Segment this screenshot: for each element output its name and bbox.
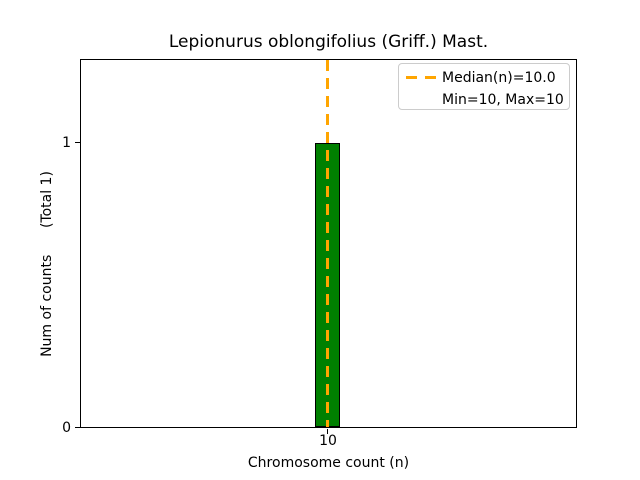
y-tick-label-1: 1	[62, 135, 71, 151]
x-tick-mark-10	[327, 429, 328, 434]
legend-median-label: Median(n)=10.0	[442, 69, 556, 86]
x-axis-label: Chromosome count (n)	[247, 455, 410, 471]
y-axis-label: Num of counts (Total 1)	[39, 171, 55, 357]
plot-area	[80, 59, 577, 428]
legend: Median(n)=10.0 Min=10, Max=10	[398, 63, 570, 110]
y-tick-mark-0	[75, 427, 80, 428]
median-dashed-line-swatch-icon	[406, 76, 436, 79]
chart-title: Lepionurus oblongifolius (Griff.) Mast.	[168, 32, 489, 52]
x-tick-label-10: 10	[319, 433, 337, 449]
legend-minmax-label: Min=10, Max=10	[442, 91, 564, 108]
legend-row-median: Median(n)=10.0	[406, 68, 563, 87]
legend-row-minmax: Min=10, Max=10	[442, 90, 564, 109]
y-tick-label-0: 0	[62, 420, 71, 436]
median-line	[326, 60, 329, 427]
y-tick-mark-1	[75, 142, 80, 143]
